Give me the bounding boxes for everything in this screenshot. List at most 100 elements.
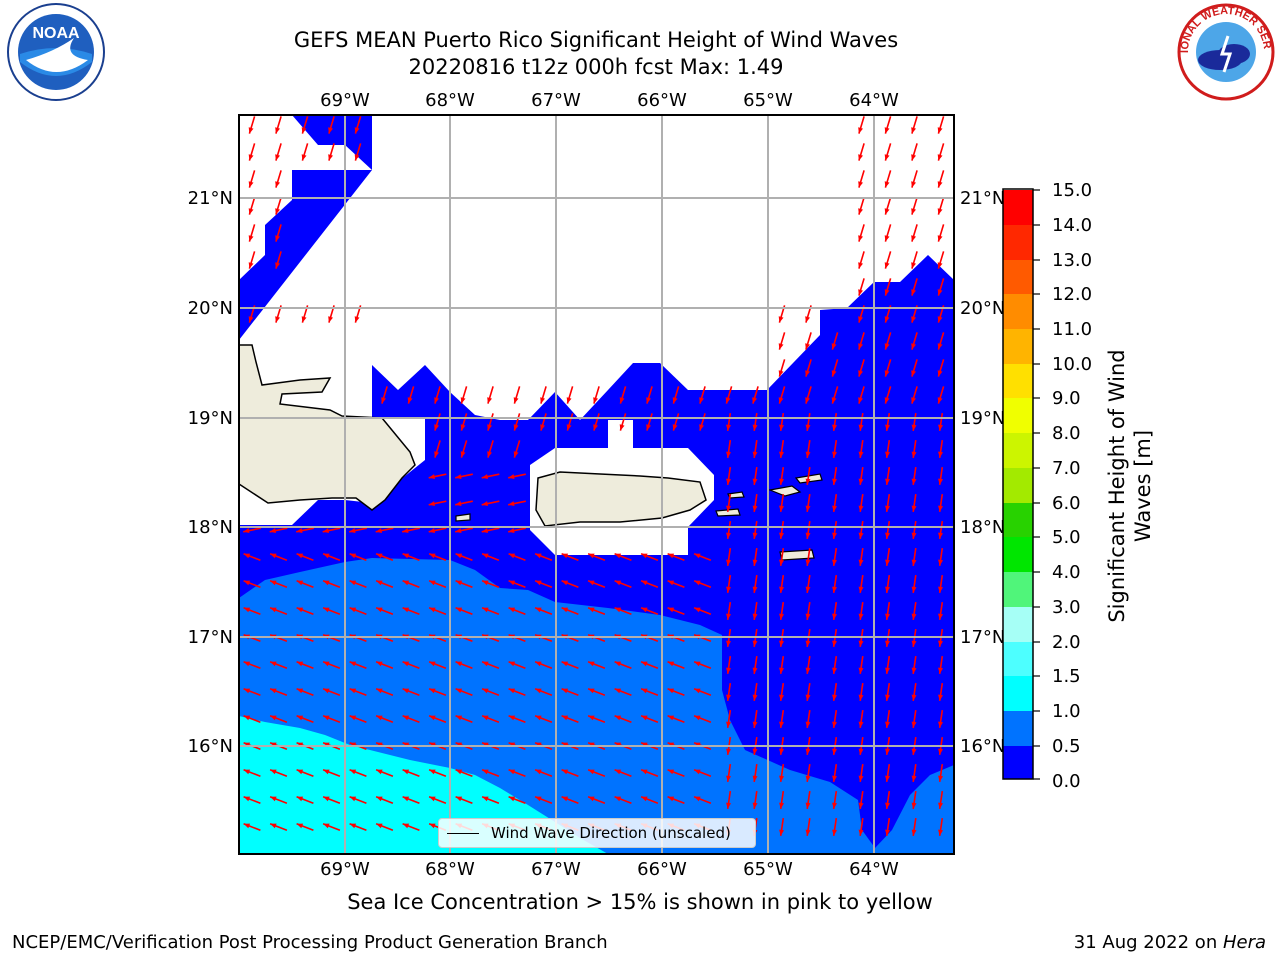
wave-arrow-head	[885, 802, 890, 809]
wave-arrow-head	[885, 640, 890, 647]
wave-arrow-head	[402, 528, 409, 533]
wave-arrow-head	[376, 715, 383, 721]
wave-arrow-head	[434, 424, 439, 431]
wave-arrow-head	[884, 397, 890, 404]
wave-arrow-head	[832, 802, 837, 809]
wave-arrow-head	[885, 451, 890, 458]
lon-label-bottom: 65°W	[743, 859, 793, 880]
wave-arrow-head	[402, 823, 410, 829]
wave-arrow-head	[938, 451, 943, 458]
wave-arrow-head	[699, 424, 704, 431]
wave-arrow-head	[779, 640, 784, 647]
wave-arrow-head	[779, 721, 784, 728]
wave-arrow-head	[885, 424, 890, 431]
wave-arrow-head	[699, 397, 704, 404]
wave-arrow-head	[508, 769, 516, 775]
wave-arrow-head	[726, 748, 731, 755]
wave-arrow-head	[328, 127, 333, 134]
wave-arrow-head	[376, 769, 383, 775]
wave-arrow-head	[885, 829, 890, 836]
wave-arrow-head	[726, 478, 731, 485]
wave-arrow-head	[938, 532, 943, 539]
wave-arrow-head	[275, 262, 280, 269]
wave-arrow-head	[725, 397, 731, 404]
wave-arrow-head	[667, 769, 675, 775]
wave-arrow-head	[641, 661, 648, 667]
puerto-rico-land	[535, 471, 707, 527]
colorbar-segment	[1003, 711, 1033, 746]
wave-arrow-head	[832, 613, 837, 620]
wave-arrow-head	[779, 451, 784, 458]
wave-arrow-head	[487, 424, 492, 431]
wave-arrow-head	[248, 262, 254, 269]
wave-arrow-head	[614, 553, 622, 559]
wave-arrow-head	[588, 796, 595, 802]
wave-arrow-head	[805, 343, 810, 350]
wave-arrow-head	[805, 532, 811, 539]
wave-arrow-head	[937, 154, 943, 161]
wave-arrow-head	[858, 316, 863, 323]
wave-arrow-head	[778, 370, 784, 377]
wave-arrow-head	[323, 796, 330, 802]
wave-arrow-head	[885, 478, 890, 485]
wave-arrow-head	[831, 397, 837, 404]
wave-arrow-head	[672, 424, 678, 431]
wave-arrow-head	[885, 721, 890, 728]
wave-arrow-head	[752, 748, 758, 755]
wave-arrow-head	[243, 661, 251, 667]
wave-arrow-head	[858, 505, 864, 512]
wave-arrow-head	[566, 397, 572, 404]
wave-arrow-head	[911, 316, 916, 323]
wave-arrow-head	[641, 580, 648, 586]
colorbar-tick: 11.0	[1052, 319, 1092, 340]
wave-arrow-head	[726, 586, 731, 593]
wave-arrow-head	[301, 154, 307, 161]
wave-arrow-head	[349, 528, 356, 533]
wave-arrow-head	[805, 370, 810, 377]
wave-arrow-head	[858, 694, 864, 701]
wave-arrow-head	[482, 769, 489, 775]
wave-arrow-head	[508, 501, 515, 506]
wave-direction-arrows	[243, 116, 945, 837]
legend-line-swatch	[447, 832, 479, 834]
wave-arrow-head	[726, 775, 731, 782]
wave-arrow-head	[805, 397, 810, 404]
wave-arrow-head	[508, 580, 516, 586]
wave-arrow-head	[938, 748, 943, 755]
wave-arrow-head	[938, 829, 943, 836]
wave-arrow-head	[275, 208, 280, 215]
wave-arrow-head	[270, 607, 277, 613]
wave-arrow-head	[884, 154, 890, 161]
wave-arrow-head	[243, 553, 251, 559]
colorbar-tick: 5.0	[1052, 527, 1081, 548]
colorbar-segment	[1003, 537, 1033, 572]
wave-arrow-head	[858, 559, 864, 566]
wave-arrow-head	[296, 796, 304, 802]
wave-arrow-head	[911, 370, 916, 377]
wave-arrow-head	[884, 316, 890, 323]
wave-arrow-head	[460, 451, 466, 458]
colorbar-segment	[1003, 433, 1033, 468]
map-frame	[238, 114, 955, 855]
wave-arrow-head	[561, 769, 569, 775]
wave-arrow-head	[937, 343, 943, 350]
wave-arrow-head	[508, 474, 515, 479]
wave-arrow-head	[323, 580, 330, 586]
wave-arrow-head	[561, 715, 569, 721]
wave-arrow-head	[779, 802, 784, 809]
wave-arrow-head	[296, 661, 304, 667]
wave-arrow-head	[694, 607, 701, 613]
wave-arrow-head	[726, 802, 731, 809]
wave-arrow-head	[779, 505, 784, 512]
wave-arrow-head	[858, 775, 864, 782]
footer-machine: Hera	[1222, 932, 1266, 953]
wave-arrow-head	[832, 532, 837, 539]
wave-arrow-head	[938, 424, 943, 431]
wave-arrow-head	[779, 613, 784, 620]
wave-arrow-head	[858, 829, 864, 836]
wave-arrow-head	[296, 823, 304, 829]
wave-arrow-head	[911, 748, 917, 755]
no-data-area	[239, 115, 954, 525]
wave-arrow-head	[911, 721, 917, 728]
wave-arrow-head	[667, 661, 675, 667]
